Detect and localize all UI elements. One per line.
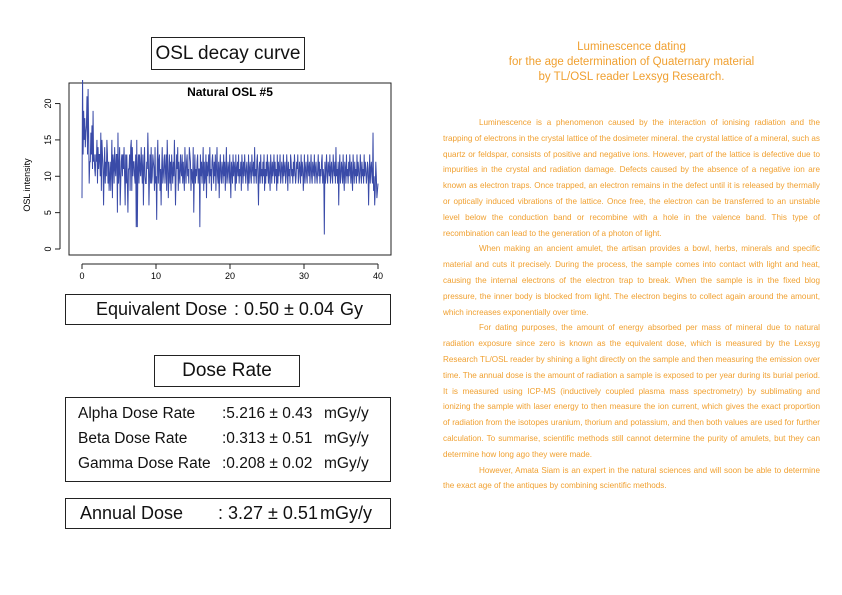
article-heading: Luminescence dating for the age determin… [443,40,820,85]
dose-rates-box: Alpha Dose Rate :5.216 ± 0.43 mGy/y Beta… [65,397,391,482]
annual-dose-box: Annual Dose : 3.27 ± 0.51 mGy/y [65,498,391,529]
plot-frame [68,82,392,256]
annual-dose-label: Annual Dose [80,503,184,523]
article-paragraph: However, Amata Siam is an expert in the … [443,465,820,491]
beta-dose-rate-label: Beta Dose Rate [78,430,188,447]
equivalent-dose-label: Equivalent Dose [96,299,228,319]
osl-decay-chart: Natural OSL #5 OSL intensity 0 5 10 15 20 0 1… [22,80,392,281]
osl-series-line [81,80,379,235]
x-tick-label: 0 [79,271,84,281]
alpha-dose-rate-value: :5.216 ± 0.43 [222,405,313,422]
article-heading-line: for the age determination of Quaternary … [508,56,755,68]
article-paragraph: For dating purposes, the amount of energ… [443,323,820,459]
osl-title: OSL decay curve [155,42,301,64]
article: Luminescence dating for the age determin… [443,40,820,494]
gamma-dose-rate-value: :0.208 ± 0.02 [222,455,313,472]
article-paragraph: When making an ancient amulet, the artis… [443,244,820,317]
dose-rate-title: Dose Rate [182,360,272,381]
y-axis: 0 5 10 15 20 [43,99,61,252]
x-tick-label: 10 [151,271,161,281]
dose-rate-title-box: Dose Rate [154,355,300,387]
alpha-dose-rate-unit: mGy/y [324,405,369,422]
equivalent-dose-unit: Gy [340,299,364,319]
article-paragraph: Luminescence is a phenomenon caused by t… [443,118,820,238]
annual-dose-value: : 3.27 ± 0.51 [218,503,318,523]
beta-dose-rate-unit: mGy/y [324,430,369,447]
y-tick-label: 5 [43,210,53,215]
article-body: Luminescence is a phenomenon caused by t… [443,115,820,494]
article-heading-line: Luminescence dating [577,41,686,53]
gamma-dose-rate-label: Gamma Dose Rate [78,455,211,472]
article-heading-line: by TL/OSL reader Lexsyg Research. [538,71,725,83]
y-tick-label: 10 [43,171,53,181]
y-axis-label: OSL intensity [22,158,32,212]
y-tick-label: 20 [43,99,53,109]
beta-dose-rate-value: :0.313 ± 0.51 [222,430,313,447]
osl-title-box: OSL decay curve [151,37,305,70]
x-tick-label: 20 [225,271,235,281]
annual-dose-unit: mGy/y [320,503,372,523]
alpha-dose-rate-label: Alpha Dose Rate [78,405,196,422]
equivalent-dose-box: Equivalent Dose : 0.50 ± 0.04 Gy [65,294,391,325]
x-tick-label: 30 [299,271,309,281]
x-tick-label: 40 [373,271,383,281]
y-tick-label: 15 [43,135,53,145]
chart-title: Natural OSL #5 [187,85,273,99]
gamma-dose-rate-unit: mGy/y [324,455,369,472]
equivalent-dose-value: : 0.50 ± 0.04 [234,299,334,319]
x-axis: 0 10 20 30 40 [79,263,383,281]
y-tick-label: 0 [43,246,53,251]
